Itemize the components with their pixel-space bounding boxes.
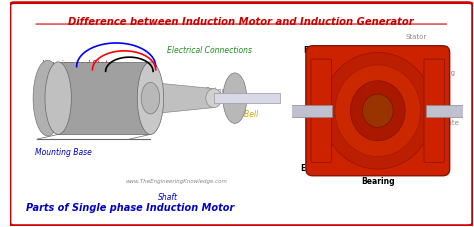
Text: Electrical Connections: Electrical Connections: [167, 46, 252, 55]
Text: Difference between Induction Motor and Induction Generator: Difference between Induction Motor and I…: [69, 17, 414, 27]
Text: Shaft: Shaft: [305, 86, 325, 96]
Text: Mounting Base: Mounting Base: [36, 147, 92, 156]
Text: End Plate: End Plate: [426, 119, 459, 126]
Text: Housing and Stator: Housing and Stator: [42, 60, 116, 69]
Text: Electrical Terminals: Electrical Terminals: [304, 46, 388, 55]
Text: End Bell: End Bell: [228, 109, 259, 118]
Text: Rotor: Rotor: [424, 52, 443, 58]
Text: End Plate: End Plate: [301, 163, 343, 172]
Text: Bearing: Bearing: [362, 176, 395, 185]
Text: Parts of Single phase Induction Motor: Parts of Single phase Induction Motor: [26, 202, 235, 212]
Text: Shaft: Shaft: [158, 192, 178, 201]
Text: Stator: Stator: [406, 34, 427, 40]
Text: Rotor: Rotor: [204, 86, 225, 96]
Text: www.TheEngineeringKnowledge.com: www.TheEngineeringKnowledge.com: [126, 178, 228, 183]
Text: Bearing: Bearing: [428, 70, 456, 76]
FancyBboxPatch shape: [10, 4, 473, 226]
